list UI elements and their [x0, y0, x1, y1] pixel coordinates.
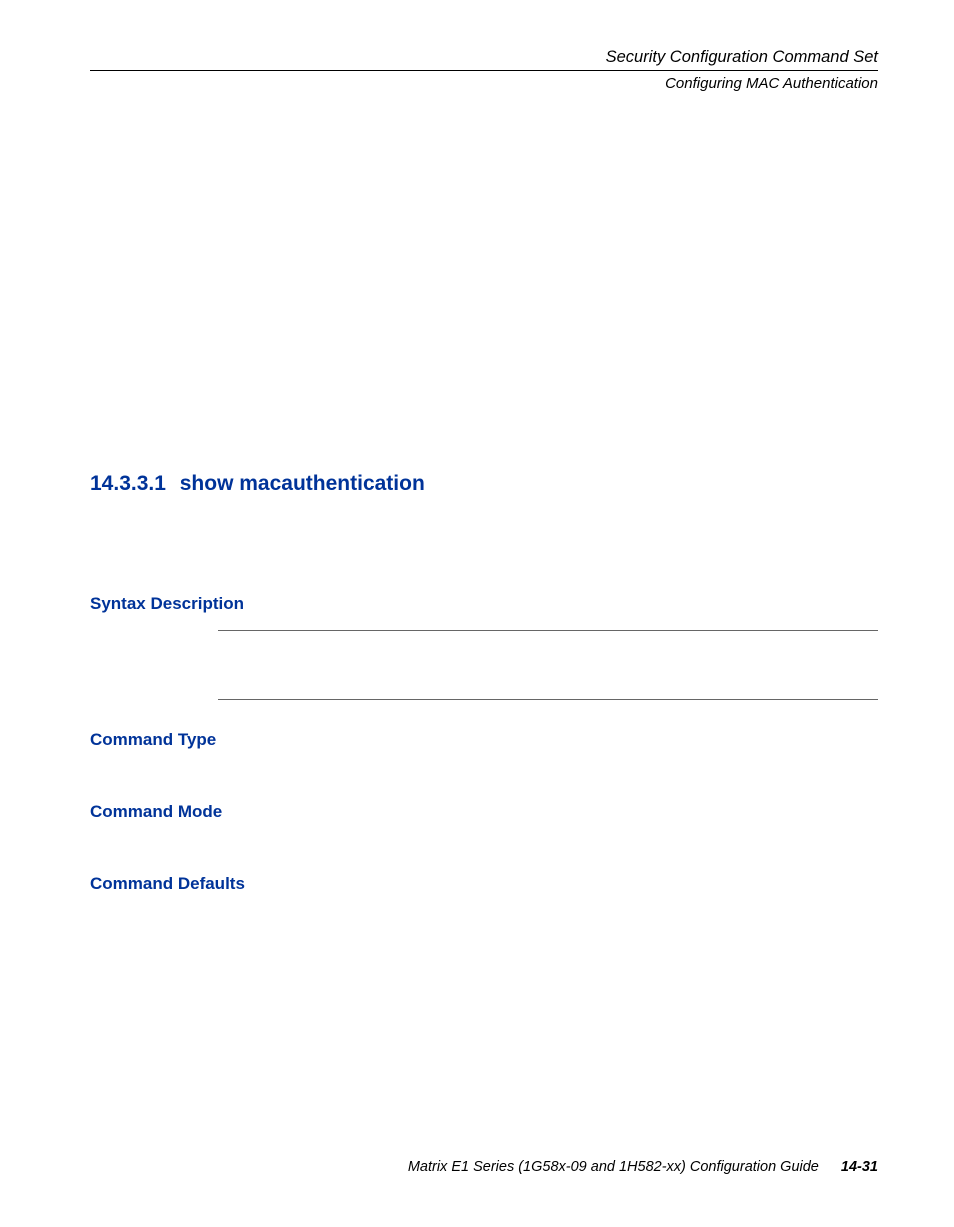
section-name: show macauthentication	[180, 472, 425, 495]
section-title: 14.3.3.1 show macauthentication	[90, 472, 878, 496]
command-defaults-block: Command Defaults	[90, 874, 878, 894]
command-mode-heading: Command Mode	[90, 802, 878, 822]
header-line-2: Configuring MAC Authentication	[90, 75, 878, 92]
command-type-block: Command Type	[90, 730, 878, 750]
syntax-table-rule-top	[218, 630, 878, 631]
command-type-heading: Command Type	[90, 730, 878, 750]
footer-page-number: 14-31	[841, 1159, 878, 1175]
header-rule	[90, 70, 878, 71]
command-mode-block: Command Mode	[90, 802, 878, 822]
document-page: Security Configuration Command Set Confi…	[0, 0, 954, 1227]
section-number: 14.3.3.1	[90, 472, 166, 495]
page-footer: Matrix E1 Series (1G58x-09 and 1H582-xx)…	[408, 1159, 878, 1175]
command-defaults-heading: Command Defaults	[90, 874, 878, 894]
footer-guide-title: Matrix E1 Series (1G58x-09 and 1H582-xx)…	[408, 1159, 819, 1175]
syntax-description-block: Syntax Description	[90, 594, 878, 700]
syntax-table-rule-bottom	[218, 699, 878, 700]
page-header: Security Configuration Command Set Confi…	[90, 48, 878, 92]
header-line-1: Security Configuration Command Set	[90, 48, 878, 67]
syntax-description-heading: Syntax Description	[90, 594, 878, 614]
